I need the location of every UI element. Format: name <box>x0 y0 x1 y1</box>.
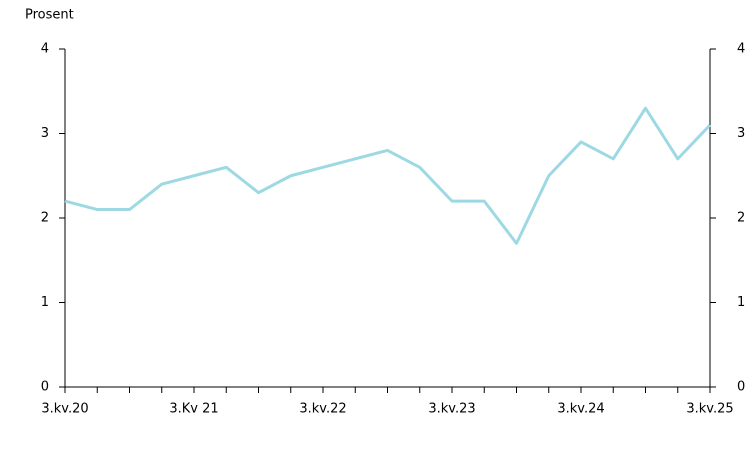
y-tick-label: 0 <box>41 380 49 395</box>
x-tick-label: 3.kv.23 <box>428 402 475 417</box>
y2-tick-label: 1 <box>737 295 745 310</box>
y2-tick-label: 4 <box>737 42 745 57</box>
x-tick-label: 3.kv.22 <box>299 402 346 417</box>
y2-tick-label: 3 <box>737 126 745 141</box>
y-tick-label: 1 <box>41 295 49 310</box>
data-line <box>64 106 712 245</box>
y-tick-label: 3 <box>41 126 49 141</box>
y2-tick-label: 0 <box>737 380 745 395</box>
y-tick-label: 2 <box>41 211 49 226</box>
x-tick-label: 3.kv.25 <box>686 402 733 417</box>
x-tick-label: 3.kv.24 <box>557 402 604 417</box>
x-tick-label: 3.Kv 21 <box>169 402 218 417</box>
y-tick-label: 4 <box>41 42 49 57</box>
y-axis-label: Prosent <box>25 8 74 23</box>
x-tick-label: 3.kv.20 <box>41 402 88 417</box>
y2-tick-label: 2 <box>737 211 745 226</box>
